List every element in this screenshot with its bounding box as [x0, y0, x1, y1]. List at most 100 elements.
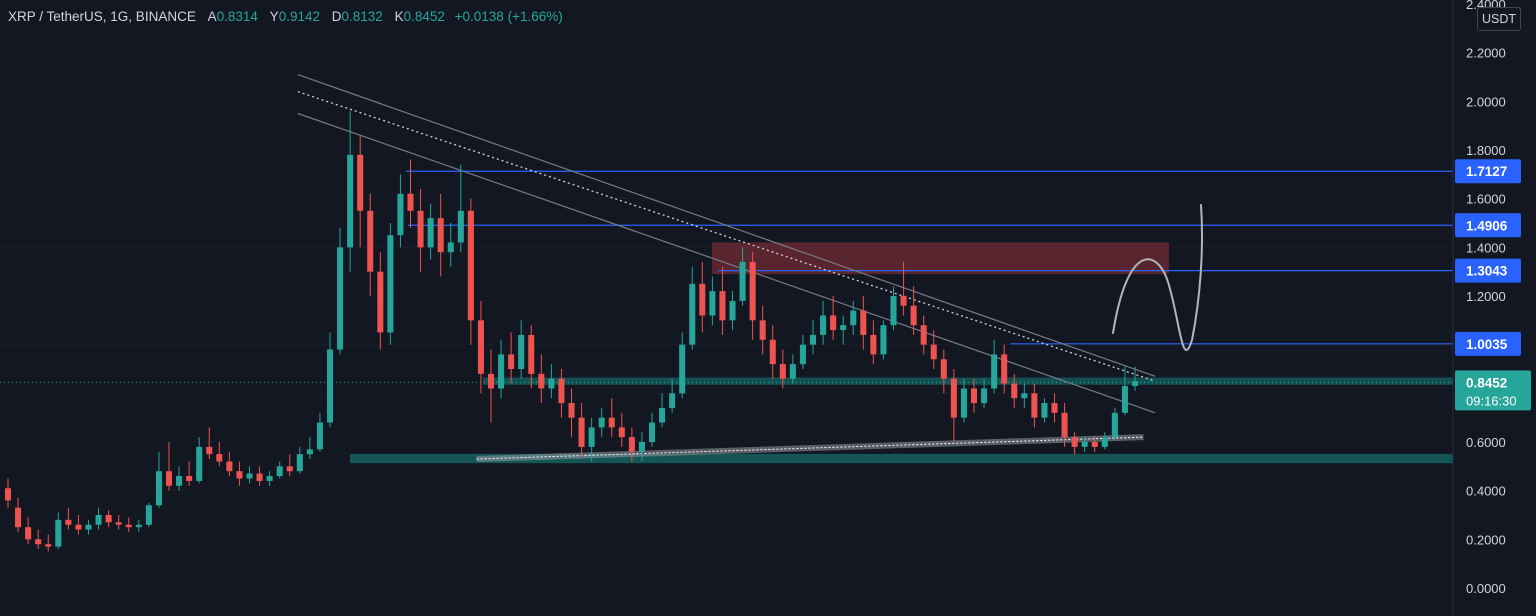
- trendlines[interactable]: [297, 74, 1156, 463]
- candle-body: [367, 210, 374, 272]
- y-tick-label: 2.2000: [1466, 46, 1506, 61]
- projection-path[interactable]: [1112, 204, 1203, 351]
- candle-body: [679, 344, 686, 394]
- trendline[interactable]: [297, 74, 1156, 377]
- candle-body: [799, 344, 806, 365]
- candle: [950, 369, 957, 442]
- candle-body: [598, 417, 605, 428]
- candle-body: [105, 515, 112, 523]
- candle-body: [880, 325, 887, 355]
- candle-body: [176, 476, 183, 486]
- candle: [1031, 383, 1038, 428]
- candle: [246, 466, 253, 484]
- candle: [65, 507, 72, 530]
- candle: [125, 517, 132, 533]
- candle: [276, 461, 283, 479]
- candle-body: [326, 349, 334, 423]
- candle: [789, 354, 796, 384]
- candle-body: [870, 334, 877, 355]
- candle-body: [578, 417, 585, 447]
- candle-body: [779, 364, 786, 379]
- candle: [226, 451, 233, 477]
- candle-body: [447, 242, 454, 253]
- level-badge-label: 1.7127: [1466, 164, 1507, 179]
- candle: [417, 188, 424, 272]
- candle: [578, 403, 585, 457]
- candle: [739, 247, 746, 306]
- candle: [920, 315, 927, 355]
- projection-path-line[interactable]: [1112, 204, 1203, 351]
- symbol-title[interactable]: XRP / TetherUS, 1G, BINANCE: [8, 9, 196, 24]
- countdown-label: 09:16:30: [1466, 393, 1517, 408]
- level-badges: 1.7127 1.4906 1.3043 1.0035 0.8452 09:16:30: [1455, 159, 1531, 411]
- y-tick-label: 0.4000: [1466, 484, 1506, 499]
- candle-body: [1091, 442, 1098, 447]
- candle: [1011, 373, 1018, 408]
- candle-body: [457, 210, 464, 243]
- candle: [799, 334, 806, 369]
- candle-body: [1111, 412, 1118, 438]
- trendline-dotted[interactable]: [297, 90, 1156, 382]
- candle: [779, 349, 786, 389]
- candle-body: [729, 300, 736, 321]
- candle: [397, 174, 404, 248]
- candle-body: [498, 354, 505, 389]
- candle: [900, 261, 907, 316]
- currency-unit-button[interactable]: USDT: [1477, 7, 1521, 31]
- candle: [145, 502, 152, 528]
- candle-body: [487, 373, 495, 389]
- symbol-header: XRP / TetherUS, 1G, BINANCE A0.8314 Y0.9…: [8, 9, 563, 24]
- candle: [55, 512, 62, 550]
- support-zone: [483, 377, 1453, 385]
- candle: [518, 320, 525, 379]
- candle: [477, 300, 484, 394]
- candle: [1021, 383, 1028, 408]
- candle-body: [467, 210, 474, 321]
- candle: [407, 159, 414, 228]
- y-tick-label: 0.0000: [1466, 581, 1506, 596]
- candle: [1101, 432, 1108, 450]
- candle: [347, 111, 354, 272]
- candle: [306, 437, 313, 460]
- last-price-label: 0.8452: [1466, 375, 1507, 390]
- candle-body: [830, 315, 837, 331]
- candle: [256, 466, 263, 486]
- candle: [1061, 403, 1068, 447]
- candle-body: [196, 446, 203, 481]
- candle-body: [236, 471, 243, 479]
- candle-body: [377, 271, 384, 333]
- candle: [659, 393, 666, 428]
- candle-body: [437, 218, 444, 253]
- candle-body: [659, 407, 666, 423]
- candle: [447, 223, 454, 267]
- horizontal-levels[interactable]: [0, 170, 1453, 383]
- candle-body: [145, 505, 152, 525]
- candle: [1081, 437, 1088, 452]
- candle: [940, 349, 947, 394]
- candle-body: [75, 524, 82, 530]
- candle-body: [608, 417, 615, 428]
- candle: [165, 442, 173, 491]
- candle-body: [739, 261, 746, 301]
- candle-body: [256, 473, 263, 481]
- candle: [930, 330, 937, 369]
- trendline[interactable]: [297, 112, 1156, 414]
- candle: [991, 339, 998, 394]
- candle: [85, 519, 92, 535]
- candle-body: [115, 522, 122, 525]
- candle-body: [407, 193, 414, 211]
- candle: [749, 252, 756, 340]
- candle: [558, 369, 565, 418]
- candles: [4, 111, 1139, 552]
- candle: [4, 478, 12, 508]
- candle-body: [809, 334, 817, 345]
- candle: [588, 417, 595, 462]
- candle: [689, 266, 696, 350]
- last-price-badge: [1455, 370, 1531, 411]
- candle-body: [528, 334, 535, 374]
- candle: [437, 193, 444, 277]
- candle-body: [387, 235, 394, 333]
- candle-body: [1041, 403, 1048, 418]
